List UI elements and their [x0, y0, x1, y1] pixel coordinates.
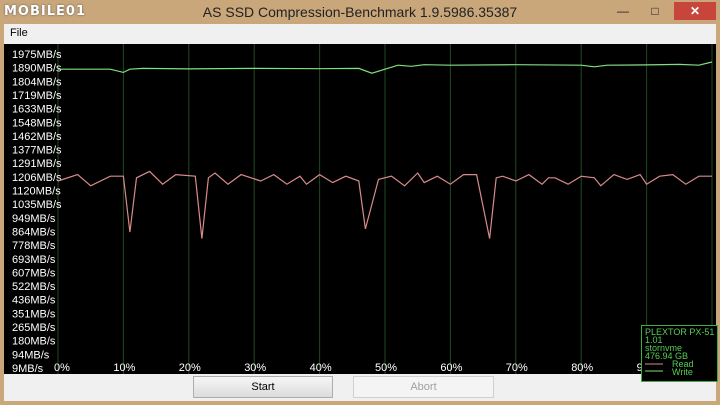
minimize-icon[interactable]: —: [617, 4, 629, 18]
series-line-write: [58, 61, 713, 74]
benchmark-chart: 0%10%20%30%40%50%60%70%80%90%100%1975MB/…: [4, 44, 718, 382]
y-tick-label: 693MB/s: [12, 254, 56, 266]
y-tick-label: 1890MB/s: [12, 63, 62, 75]
x-tick-label: 80%: [571, 362, 593, 374]
watermark-logo: MOBILE01: [4, 4, 86, 19]
menu-bar: File: [4, 24, 716, 44]
legend-capacity: 476.94 GB: [645, 351, 689, 361]
y-tick-label: 1377MB/s: [12, 145, 62, 157]
x-tick-label: 20%: [179, 362, 201, 374]
x-tick-label: 70%: [506, 362, 528, 374]
y-tick-label: 1291MB/s: [12, 158, 62, 170]
x-tick-label: 10%: [113, 362, 135, 374]
y-tick-label: 1975MB/s: [12, 49, 62, 61]
y-tick-label: 9MB/s: [12, 363, 44, 374]
window-title: AS SSD Compression-Benchmark 1.9.5986.35…: [202, 4, 518, 20]
y-tick-label: 1633MB/s: [12, 104, 62, 116]
close-icon[interactable]: ✕: [674, 2, 716, 20]
title-bar: MOBILE01 AS SSD Compression-Benchmark 1.…: [0, 0, 720, 24]
chart-canvas: 0%10%20%30%40%50%60%70%80%90%100%1975MB/…: [12, 44, 714, 374]
y-tick-label: 351MB/s: [12, 308, 56, 320]
x-tick-label: 60%: [440, 362, 462, 374]
x-tick-label: 30%: [244, 362, 266, 374]
y-tick-label: 1206MB/s: [12, 172, 62, 184]
legend-driver: stornvme: [645, 343, 683, 353]
y-tick-label: 778MB/s: [12, 240, 56, 252]
abort-button[interactable]: Abort: [353, 376, 494, 398]
y-tick-label: 94MB/s: [12, 349, 50, 361]
y-tick-label: 522MB/s: [12, 281, 56, 293]
y-tick-label: 180MB/s: [12, 336, 56, 348]
start-button[interactable]: Start: [193, 376, 333, 398]
y-tick-label: 1462MB/s: [12, 131, 62, 143]
legend-firmware: 1.01: [645, 335, 663, 345]
legend-swatches: [645, 363, 663, 372]
y-tick-label: 265MB/s: [12, 322, 56, 334]
window-client: File 0%10%20%30%40%50%60%70%80%90%100%19…: [4, 24, 718, 401]
y-tick-label: 436MB/s: [12, 295, 56, 307]
y-tick-label: 1120MB/s: [12, 186, 61, 198]
x-tick-label: 50%: [375, 362, 397, 374]
series-line-read: [57, 170, 712, 239]
y-tick-label: 864MB/s: [12, 226, 56, 238]
x-tick-label: 40%: [310, 362, 332, 374]
legend-read-label: Read: [672, 359, 694, 369]
maximize-icon[interactable]: □: [651, 4, 659, 18]
y-tick-label: 949MB/s: [12, 213, 56, 225]
window-controls: — □ ✕: [610, 0, 716, 22]
y-tick-label: 1804MB/s: [12, 76, 62, 88]
y-tick-label: 1035MB/s: [12, 199, 62, 211]
legend-write-label: Write: [672, 367, 693, 377]
drive-legend: PLEXTOR PX-51 1.01 stornvme 476.94 GB Re…: [641, 325, 718, 382]
menu-file[interactable]: File: [10, 27, 28, 39]
y-tick-label: 1719MB/s: [12, 90, 62, 102]
x-tick-label: 0%: [54, 362, 70, 374]
legend-drive: PLEXTOR PX-51: [645, 327, 715, 337]
y-tick-label: 1548MB/s: [12, 117, 62, 129]
y-tick-label: 607MB/s: [12, 267, 56, 279]
